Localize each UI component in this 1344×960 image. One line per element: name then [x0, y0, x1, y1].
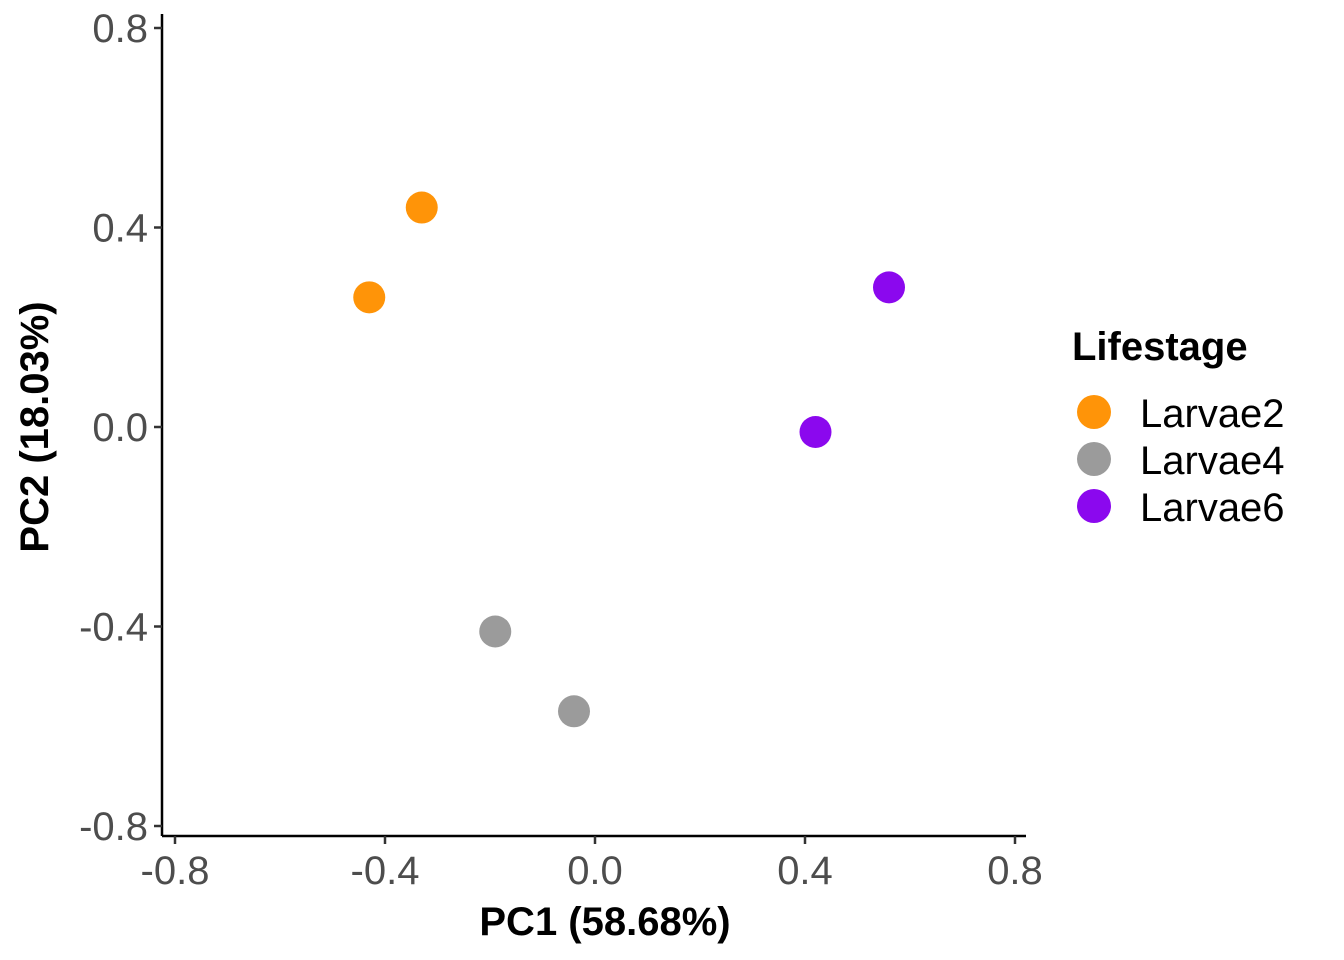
plot-area — [353, 191, 905, 728]
legend-label-larvae6: Larvae6 — [1140, 486, 1285, 530]
legend-key-larvae2 — [1077, 395, 1111, 429]
legend-key-larvae4 — [1077, 442, 1111, 476]
x-axis: -0.8 -0.4 0.0 0.4 0.8 — [141, 834, 1043, 893]
y-tick-label: -0.8 — [79, 805, 148, 849]
y-tick-label: 0.8 — [92, 7, 148, 51]
x-tick-label: 0.0 — [567, 849, 623, 893]
data-point-larvae6 — [873, 271, 905, 304]
legend-label-larvae4: Larvae4 — [1140, 439, 1285, 483]
data-point-larvae6 — [799, 415, 832, 448]
x-tick-label: -0.8 — [141, 849, 210, 893]
data-point-larvae4 — [479, 615, 512, 648]
x-axis-title: PC1 (58.68%) — [479, 900, 730, 944]
legend-title: Lifestage — [1072, 325, 1248, 369]
y-axis: -0.8 -0.4 0.0 0.4 0.8 — [79, 7, 164, 849]
x-tick-label: -0.4 — [351, 849, 420, 893]
legend-key-larvae6 — [1077, 489, 1111, 523]
y-tick-label: -0.4 — [79, 606, 148, 650]
y-axis-title: PC2 (18.03%) — [13, 301, 57, 552]
data-point-larvae2 — [405, 191, 438, 224]
legend-label-larvae2: Larvae2 — [1140, 392, 1285, 436]
y-tick-label: 0.4 — [92, 207, 148, 251]
data-point-larvae4 — [558, 695, 590, 728]
y-tick-label: 0.0 — [92, 406, 148, 450]
data-point-larvae2 — [353, 281, 386, 314]
x-tick-label: 0.4 — [777, 849, 833, 893]
x-tick-label: 0.8 — [987, 849, 1043, 893]
